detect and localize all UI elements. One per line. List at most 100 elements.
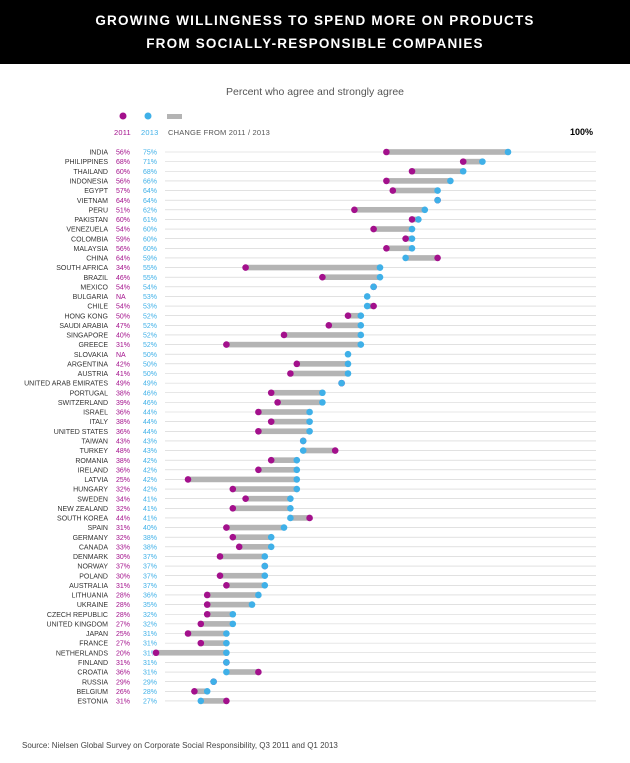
value-2011-label: 54% [116, 304, 130, 311]
value-2011-label: 40% [116, 333, 130, 340]
legend-change-swatch [167, 114, 182, 119]
dot-2011 [459, 158, 467, 165]
dot-2011 [370, 302, 377, 310]
change-bar [354, 206, 425, 213]
change-bar [392, 187, 438, 194]
country-label: UNITED STATES [54, 429, 109, 436]
country-label: LATVIA [84, 477, 108, 484]
dot-2011 [267, 389, 275, 397]
value-2013-label: 60% [143, 227, 157, 234]
country-label: AUSTRIA [78, 371, 109, 378]
dot-2011 [223, 341, 230, 348]
value-2011-label: 31% [116, 660, 130, 667]
dot-2013 [306, 427, 313, 435]
value-2011-label: 64% [116, 198, 130, 205]
dot-2013 [261, 582, 269, 589]
value-2011-label: 39% [116, 400, 130, 407]
country-label: ESTONIA [77, 699, 108, 706]
value-2011-label: 33% [116, 544, 130, 551]
dot-2013 [293, 485, 301, 493]
dot-2011 [184, 476, 192, 483]
dot-2013 [376, 273, 384, 281]
dot-2011 [383, 148, 390, 156]
value-2011-label: 38% [116, 419, 130, 426]
dot-2013 [261, 553, 269, 560]
dot-2011 [229, 505, 237, 512]
value-2011-label: 56% [116, 246, 130, 253]
change-bar [200, 621, 233, 627]
country-label: SOUTH AFRICA [56, 265, 108, 272]
value-2013-label: 44% [143, 429, 157, 436]
change-bar [258, 428, 310, 435]
dot-2013 [363, 302, 371, 310]
dot-2011 [184, 630, 192, 637]
country-label: ITALY [90, 419, 109, 426]
value-2011-label: NA [116, 352, 126, 359]
change-bar [271, 389, 323, 396]
dot-2011 [152, 649, 160, 657]
dot-2013 [344, 370, 352, 377]
dot-2011 [203, 610, 211, 618]
dot-2013 [447, 177, 454, 185]
dot-2013 [229, 610, 237, 618]
dot-2011 [331, 447, 339, 454]
value-2013-label: 53% [143, 304, 157, 311]
change-bar [188, 476, 297, 483]
dot-2013 [319, 389, 326, 397]
dot-2013 [223, 659, 230, 666]
value-2011-label: 54% [116, 284, 130, 291]
dot-2011 [242, 495, 249, 502]
country-label: HUNGARY [73, 487, 108, 494]
value-2011-label: 36% [116, 467, 130, 474]
change-bar [226, 341, 361, 348]
value-2013-label: 66% [143, 178, 157, 185]
dot-2013 [293, 466, 301, 474]
value-2013-label: 68% [143, 169, 157, 176]
value-2011-label: 46% [116, 275, 130, 282]
header-banner: GROWING WILLINGNESS TO SPEND MORE ON PRO… [0, 0, 630, 64]
change-bar [156, 649, 227, 656]
value-2011-label: 51% [116, 207, 130, 214]
value-2011-label: 28% [116, 612, 130, 619]
value-2013-label: 46% [143, 400, 157, 407]
dot-2011 [191, 687, 198, 695]
dot-2011 [344, 312, 352, 320]
dot-2011 [223, 524, 230, 531]
value-2013-label: 55% [143, 265, 157, 272]
change-bar [373, 226, 412, 232]
dot-2013 [280, 524, 288, 531]
value-2013-label: 55% [143, 275, 157, 282]
country-label: DENMARK [73, 554, 108, 561]
value-2011-label: 30% [116, 554, 130, 561]
dot-2011 [255, 668, 262, 676]
dot-2011 [223, 697, 230, 705]
value-2013-label: 42% [143, 467, 157, 474]
value-2013-label: 38% [143, 535, 157, 542]
value-2011-label: 57% [116, 188, 130, 195]
value-2013-label: 31% [143, 631, 157, 638]
value-2013-label: 42% [143, 487, 157, 494]
value-2011-label: NA [116, 294, 126, 301]
country-label: THAILAND [73, 169, 108, 176]
legend-2011-dot [119, 112, 127, 120]
legend-2011-label: 2011 [114, 128, 131, 137]
country-label: NORWAY [77, 564, 108, 571]
country-label: UKRAINE [77, 602, 108, 609]
change-bar [220, 553, 265, 560]
change-bar [226, 524, 284, 531]
source-note: Source: Nielsen Global Survey on Corpora… [22, 741, 338, 750]
value-2013-label: 41% [143, 506, 157, 513]
value-2011-label: 25% [116, 631, 130, 638]
dot-2013 [421, 206, 429, 214]
country-label: CROATIA [77, 670, 108, 677]
change-bar [303, 447, 336, 454]
dot-2013 [344, 350, 352, 358]
chart-title-line-2: FROM SOCIALLY-RESPONSIBLE COMPANIES [146, 36, 484, 51]
dot-2011 [287, 370, 294, 377]
value-2011-label: 59% [116, 236, 130, 243]
country-label: BULGARIA [73, 294, 109, 301]
dot-2011 [223, 582, 230, 589]
country-label: INDIA [89, 150, 108, 157]
dot-2011 [402, 235, 409, 242]
country-label: PAKISTAN [74, 217, 108, 224]
